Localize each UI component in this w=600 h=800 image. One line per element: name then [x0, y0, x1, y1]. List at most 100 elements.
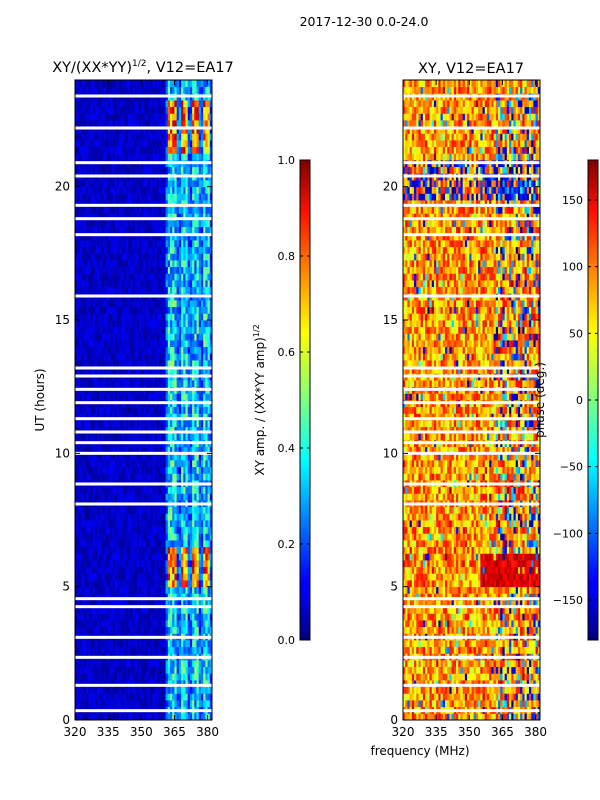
heatmap-cell	[99, 286, 102, 294]
heatmap-cell	[112, 393, 116, 401]
heatmap-cell	[181, 446, 184, 454]
heatmap-cell	[79, 313, 83, 321]
heatmap-cell	[174, 526, 178, 534]
heatmap-cell	[112, 186, 116, 194]
heatmap-cell	[92, 306, 96, 314]
heatmap-cell	[176, 446, 180, 454]
heatmap-cell	[110, 626, 113, 634]
heatmap-cell	[81, 666, 85, 674]
heatmap-cell	[83, 226, 87, 234]
heatmap-cell	[112, 366, 116, 374]
heatmap-cell	[103, 220, 107, 228]
heatmap-cell	[185, 693, 189, 701]
heatmap-cell	[97, 686, 100, 694]
heatmap-cell	[167, 486, 171, 494]
heatmap-cell	[150, 560, 153, 568]
heatmap-cell	[121, 586, 125, 594]
heatmap-cell	[196, 240, 200, 248]
heatmap-cell	[105, 206, 109, 214]
heatmap-cell	[174, 406, 178, 414]
heatmap-cell	[145, 613, 149, 621]
heatmap-cell	[161, 566, 164, 574]
heatmap-cell	[147, 520, 151, 528]
heatmap-cell	[165, 586, 169, 594]
heatmap-cell	[154, 680, 158, 688]
heatmap-cell	[136, 466, 140, 474]
heatmap-cell	[110, 313, 113, 321]
heatmap-cell	[172, 460, 175, 468]
heatmap-cell	[200, 240, 204, 248]
heatmap-cell	[189, 346, 193, 354]
heatmap-cell	[156, 466, 160, 474]
heatmap-cell	[79, 366, 83, 374]
heatmap-cell	[194, 566, 197, 574]
heatmap-cell	[150, 540, 153, 548]
heatmap-cell	[139, 313, 142, 321]
heatmap-cell	[128, 640, 131, 648]
heatmap-cell	[125, 506, 129, 514]
heatmap-cell	[103, 226, 107, 234]
heatmap-cell	[116, 673, 120, 681]
heatmap-cell	[158, 566, 162, 574]
heatmap-cell	[139, 546, 142, 554]
heatmap-cell	[88, 426, 91, 434]
heatmap-cell	[90, 200, 94, 208]
heatmap-cell	[161, 313, 164, 321]
heatmap-cell	[110, 240, 113, 248]
heatmap-cell	[172, 266, 175, 274]
heatmap-cell	[94, 666, 98, 674]
heatmap-cell	[114, 413, 118, 421]
heatmap-cell	[88, 573, 91, 581]
heatmap-cell	[181, 533, 184, 541]
heatmap-cell	[92, 260, 96, 268]
heatmap-cell	[194, 573, 197, 581]
heatmap-cell	[205, 200, 208, 208]
heatmap-cell	[94, 286, 98, 294]
heatmap-cell	[130, 673, 133, 681]
heatmap-cell	[134, 380, 138, 388]
heatmap-cell	[108, 273, 111, 281]
heatmap-cell	[181, 513, 184, 521]
heatmap-cell	[194, 586, 197, 594]
heatmap-cell	[152, 433, 155, 441]
heatmap-cell	[86, 613, 89, 621]
heatmap-cell	[207, 220, 211, 228]
heatmap-cell	[187, 266, 191, 274]
heatmap-cell	[114, 446, 118, 454]
heatmap-cell	[203, 206, 206, 214]
heatmap-cell	[189, 206, 193, 214]
heatmap-cell	[90, 713, 94, 720]
heatmap-cell	[108, 660, 111, 668]
heatmap-cell	[81, 226, 85, 234]
heatmap-cell	[132, 420, 136, 428]
heatmap-cell	[209, 413, 212, 421]
heatmap-cell	[116, 260, 120, 268]
heatmap-cell	[207, 333, 211, 341]
heatmap-cell	[147, 620, 151, 628]
heatmap-cell	[187, 313, 191, 321]
heatmap-cell	[187, 666, 191, 674]
heatmap-cell	[207, 380, 211, 388]
heatmap-cell	[92, 200, 96, 208]
heatmap-cell	[172, 613, 175, 621]
heatmap-cell	[121, 180, 125, 188]
heatmap-cell	[167, 320, 171, 328]
heatmap-cell	[99, 533, 102, 541]
heatmap-cell	[94, 340, 98, 348]
heatmap-cell	[121, 473, 125, 481]
heatmap-cell	[203, 460, 206, 468]
heatmap-cell	[161, 213, 164, 221]
heatmap-cell	[99, 366, 102, 374]
heatmap-cell	[145, 453, 149, 461]
heatmap-cell	[94, 493, 98, 501]
heatmap-cell	[181, 640, 184, 648]
heatmap-cell	[181, 313, 184, 321]
heatmap-cell	[86, 320, 89, 328]
heatmap-cell	[101, 453, 105, 461]
heatmap-cell	[196, 666, 200, 674]
heatmap-cell	[154, 300, 158, 308]
heatmap-cell	[108, 266, 111, 274]
heatmap-cell	[207, 553, 211, 561]
heatmap-cell	[200, 306, 204, 314]
heatmap-cell	[128, 700, 131, 708]
